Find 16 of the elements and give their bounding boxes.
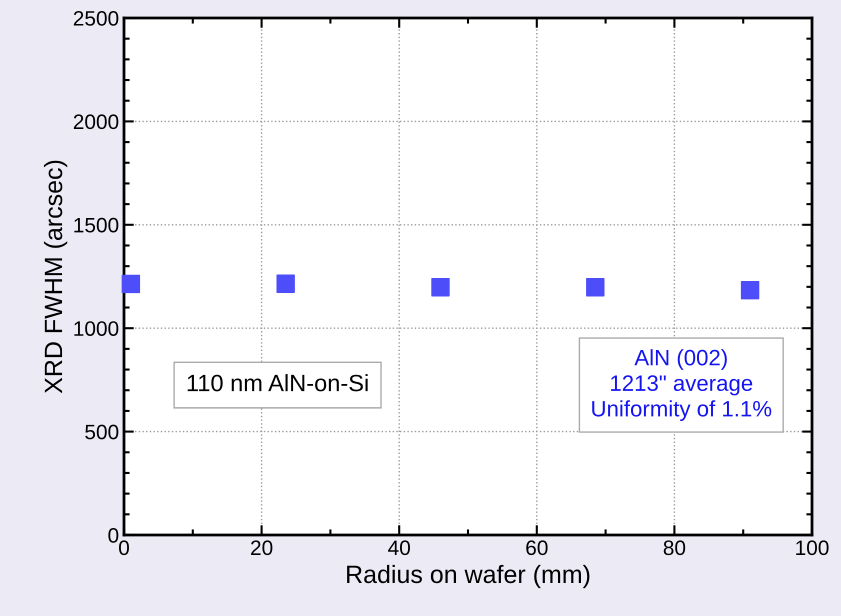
y-tick-label: 2500 <box>74 11 118 26</box>
x-tick-label: 20 <box>251 540 272 556</box>
y-tick-label: 1500 <box>74 218 118 233</box>
annotation: AlN (002) 1213" average Uniformity of 1.1% <box>592 349 772 421</box>
y-tick-label: 1000 <box>74 321 118 336</box>
y-tick-label: 0 <box>108 528 118 543</box>
x-tick-label: 60 <box>526 540 548 556</box>
y-axis-title: XRD FWHM (arcsec) <box>44 160 68 394</box>
y-tick-label: 500 <box>85 424 118 440</box>
x-tick-label: 80 <box>664 540 686 556</box>
x-tick-label: 0 <box>119 540 129 556</box>
x-axis-title: Radius on wafer (mm) <box>347 564 590 588</box>
x-tick-label: 100 <box>796 540 829 556</box>
x-tick-label: 40 <box>388 540 410 556</box>
annotation: 110 nm AlN-on-Si <box>188 374 368 392</box>
y-tick-label: 2000 <box>74 114 118 130</box>
